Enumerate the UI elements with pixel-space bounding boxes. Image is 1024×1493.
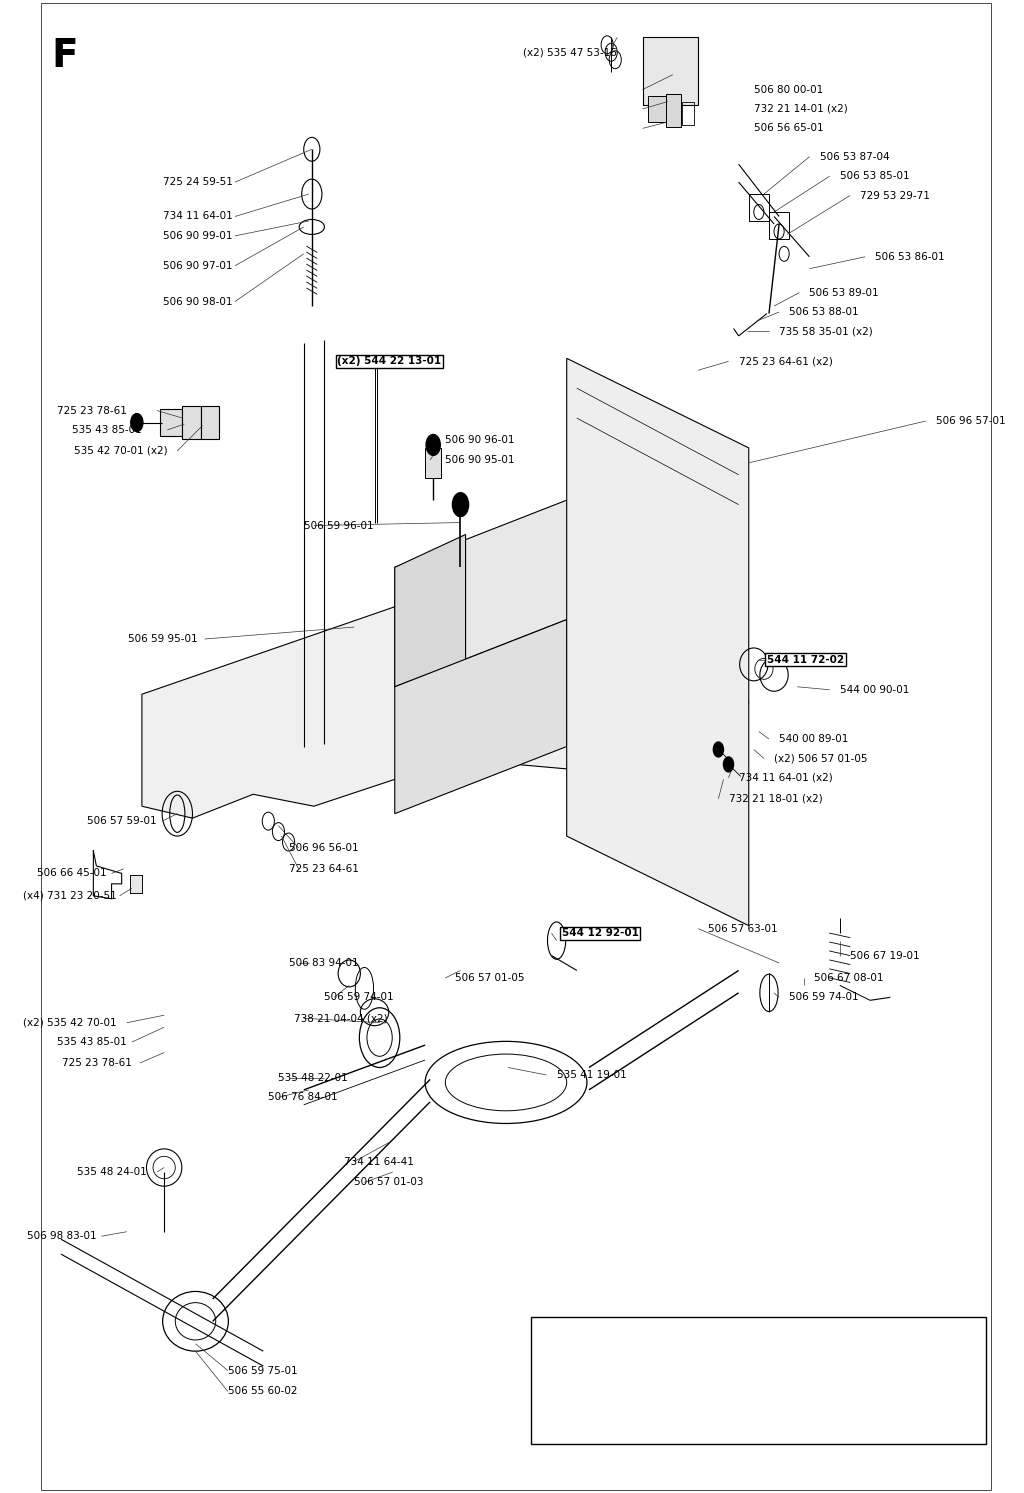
Text: 506 98 83-01: 506 98 83-01 [27, 1232, 96, 1241]
Bar [749, 194, 769, 221]
Text: 506 76 84-01: 506 76 84-01 [268, 1093, 338, 1102]
Text: Neues teil,: Neues teil, [693, 1360, 749, 1371]
Text: F: F [51, 37, 78, 75]
Text: xxx xx xx-xx: xxx xx xx-xx [552, 1342, 616, 1353]
Text: (x2) 535 42 70-01: (x2) 535 42 70-01 [23, 1018, 117, 1027]
Text: 506 80 00-01: 506 80 00-01 [754, 85, 823, 94]
Circle shape [724, 757, 733, 772]
Bar [130, 875, 142, 893]
Polygon shape [566, 358, 749, 926]
Text: =  New part,: = New part, [678, 1342, 744, 1353]
Text: 725 23 64-61 (x2): 725 23 64-61 (x2) [738, 357, 833, 366]
Text: Nouvelle piece,: Nouvelle piece, [693, 1380, 773, 1390]
Text: (x2) 535 47 53-16: (x2) 535 47 53-16 [523, 48, 617, 57]
Text: 506 90 95-01: 506 90 95-01 [445, 455, 515, 464]
Text: (x2) 544 22 13-01: (x2) 544 22 13-01 [337, 357, 441, 366]
Text: 506 56 65-01: 506 56 65-01 [754, 124, 823, 133]
Bar [182, 406, 201, 439]
Text: 734 11 64-01 (x2): 734 11 64-01 (x2) [738, 773, 833, 782]
Text: 544 12 92-01: 544 12 92-01 [561, 929, 639, 938]
Text: 544 11 72-02: 544 11 72-02 [767, 655, 844, 664]
Text: 506 59 74-01: 506 59 74-01 [324, 993, 393, 1002]
Circle shape [714, 742, 724, 757]
Text: 725 24 59-51: 725 24 59-51 [163, 178, 232, 187]
Text: 540 00 89-01: 540 00 89-01 [779, 735, 849, 744]
Text: 506 83 94-01: 506 83 94-01 [289, 959, 358, 967]
Text: 738 21 04-04 (x2): 738 21 04-04 (x2) [294, 1014, 387, 1023]
Bar [647, 96, 666, 122]
Text: 535 41 19-01: 535 41 19-01 [557, 1070, 627, 1079]
Text: 506 53 89-01: 506 53 89-01 [809, 288, 879, 297]
Text: 506 57 01-03: 506 57 01-03 [354, 1178, 424, 1187]
Text: (x2) 506 57 01-05: (x2) 506 57 01-05 [774, 754, 867, 763]
Text: 535 43 85-01: 535 43 85-01 [57, 1038, 127, 1047]
Bar [201, 406, 219, 439]
Text: 506 57 01-05: 506 57 01-05 [456, 973, 525, 982]
Text: 506 57 63-01: 506 57 63-01 [709, 924, 778, 933]
Bar [130, 875, 142, 893]
Text: 506 53 88-01: 506 53 88-01 [790, 308, 859, 317]
Text: 506 90 96-01: 506 90 96-01 [445, 436, 515, 445]
Text: 725 23 64-61: 725 23 64-61 [289, 864, 358, 873]
Polygon shape [395, 620, 566, 814]
Text: 506 66 45-01: 506 66 45-01 [37, 869, 106, 878]
Text: 506 57 59-01: 506 57 59-01 [87, 817, 157, 826]
Text: Ny detalj: Ny detalj [693, 1418, 739, 1429]
Text: 535 48 22-01: 535 48 22-01 [279, 1073, 348, 1082]
Text: 729 53 29-71: 729 53 29-71 [860, 191, 930, 200]
Text: 735 58 35-01 (x2): 735 58 35-01 (x2) [779, 327, 872, 336]
Text: 734 11 64-01: 734 11 64-01 [163, 212, 232, 221]
Text: 506 59 96-01: 506 59 96-01 [304, 521, 374, 530]
Text: 506 59 74-01: 506 59 74-01 [790, 993, 859, 1002]
Text: 506 67 08-01: 506 67 08-01 [814, 973, 884, 982]
Text: 506 53 85-01: 506 53 85-01 [840, 172, 909, 181]
Text: 535 48 24-01: 535 48 24-01 [77, 1168, 147, 1176]
Text: 506 96 56-01: 506 96 56-01 [289, 844, 358, 853]
Text: Nueva pieza,: Nueva pieza, [693, 1399, 761, 1409]
Text: 506 67 19-01: 506 67 19-01 [850, 951, 920, 960]
Text: 732 21 18-01 (x2): 732 21 18-01 (x2) [728, 794, 822, 803]
Circle shape [131, 414, 143, 431]
Bar [682, 102, 694, 125]
Bar [130, 875, 142, 893]
Bar [769, 212, 790, 239]
Text: 506 55 60-02: 506 55 60-02 [228, 1387, 297, 1396]
Bar [666, 94, 681, 127]
Text: (x4) 731 23 20-51: (x4) 731 23 20-51 [23, 891, 117, 900]
FancyBboxPatch shape [531, 1317, 986, 1444]
Polygon shape [395, 500, 738, 702]
Text: 544 00 90-01: 544 00 90-01 [840, 685, 909, 694]
Bar [130, 875, 142, 893]
Circle shape [453, 493, 469, 517]
Text: 506 90 98-01: 506 90 98-01 [164, 297, 232, 306]
Text: 506 90 97-01: 506 90 97-01 [164, 261, 232, 270]
Circle shape [426, 434, 440, 455]
Text: 506 53 87-04: 506 53 87-04 [819, 152, 889, 161]
Polygon shape [395, 534, 466, 687]
Text: 732 21 14-01 (x2): 732 21 14-01 (x2) [754, 105, 848, 113]
Bar [642, 37, 698, 105]
Text: 535 43 85-01: 535 43 85-01 [72, 426, 142, 434]
Text: 725 23 78-61: 725 23 78-61 [61, 1059, 132, 1067]
Text: 506 53 86-01: 506 53 86-01 [876, 252, 945, 261]
Text: 506 90 99-01: 506 90 99-01 [164, 231, 232, 240]
Text: 734 11 64-41: 734 11 64-41 [344, 1157, 414, 1166]
Text: 506 59 75-01: 506 59 75-01 [228, 1366, 298, 1375]
Bar [160, 409, 182, 436]
Polygon shape [142, 582, 749, 818]
Text: 725 23 78-61: 725 23 78-61 [57, 406, 127, 415]
Bar [425, 448, 441, 478]
Text: 506 59 95-01: 506 59 95-01 [128, 635, 198, 643]
Text: 535 42 70-01 (x2): 535 42 70-01 (x2) [74, 446, 167, 455]
Text: 506 96 57-01: 506 96 57-01 [936, 417, 1006, 426]
